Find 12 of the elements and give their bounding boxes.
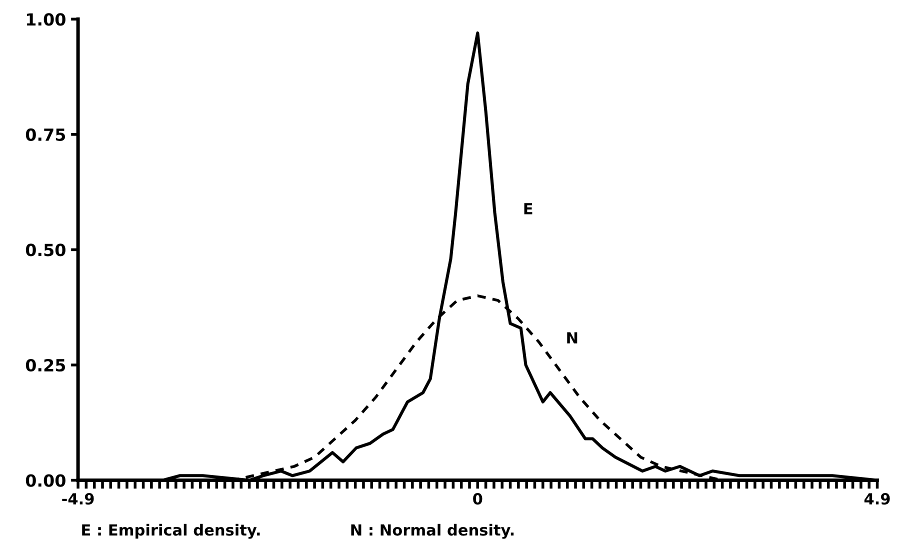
x-tick-label: 0 — [473, 493, 482, 505]
series-label: E — [524, 203, 532, 214]
y-tick-label: 0.50 — [26, 244, 66, 256]
text: E : Empirical density. — [82, 524, 260, 539]
series-label: N — [567, 332, 578, 344]
y-tick-label: 1.00 — [26, 13, 66, 26]
y-tick-label: 0.25 — [26, 358, 66, 372]
x-tick-label: 4.9 — [864, 493, 890, 505]
text: N : Normal density. — [351, 524, 514, 539]
x-tick-label: -4.9 — [62, 493, 94, 505]
y-tick-label: 0.00 — [26, 474, 66, 487]
y-tick-label: 0.75 — [26, 128, 66, 141]
